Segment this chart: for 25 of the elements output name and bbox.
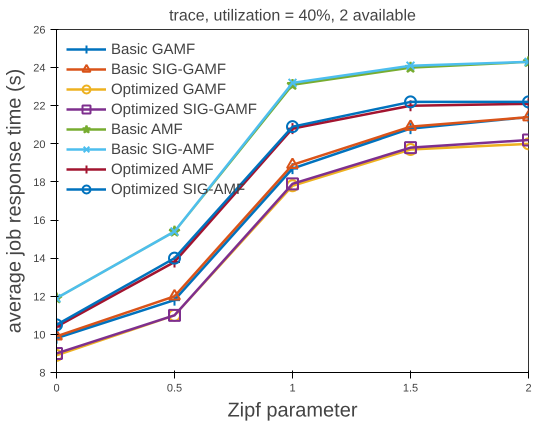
y-tick-label: 22 — [33, 100, 46, 113]
legend-label: Basic SIG-GAMF — [111, 60, 226, 78]
y-tick-label: 8 — [39, 368, 46, 380]
x-tick-label: 1 — [289, 382, 296, 394]
x-axis-title: Zipf parameter — [227, 400, 358, 422]
legend-label: Basic SIG-AMF — [111, 140, 214, 158]
x-tick-label: 0.5 — [166, 382, 182, 394]
y-axis-title: average job response time (s) — [3, 68, 26, 334]
legend-label: Optimized AMF — [111, 160, 214, 178]
legend-label: Optimized GAMF — [111, 80, 226, 98]
y-tick-label: 26 — [33, 24, 46, 36]
y-tick-label: 20 — [33, 138, 46, 151]
legend-label: Optimized SIG-GAMF — [111, 100, 257, 118]
y-tick-label: 12 — [33, 291, 46, 304]
y-tick-label: 14 — [33, 253, 46, 266]
y-tick-label: 16 — [33, 215, 46, 228]
x-tick-label: 0 — [53, 382, 60, 394]
x-tick-label: 1.5 — [402, 382, 418, 394]
legend-label: Basic GAMF — [111, 40, 196, 58]
y-tick-label: 18 — [33, 176, 46, 189]
y-tick-label: 24 — [33, 62, 46, 75]
y-tick-label: 10 — [33, 329, 46, 342]
chart-title: trace, utilization = 40%, 2 available — [169, 8, 416, 24]
legend-label: Basic AMF — [111, 120, 183, 138]
x-tick-label: 2 — [525, 382, 532, 394]
